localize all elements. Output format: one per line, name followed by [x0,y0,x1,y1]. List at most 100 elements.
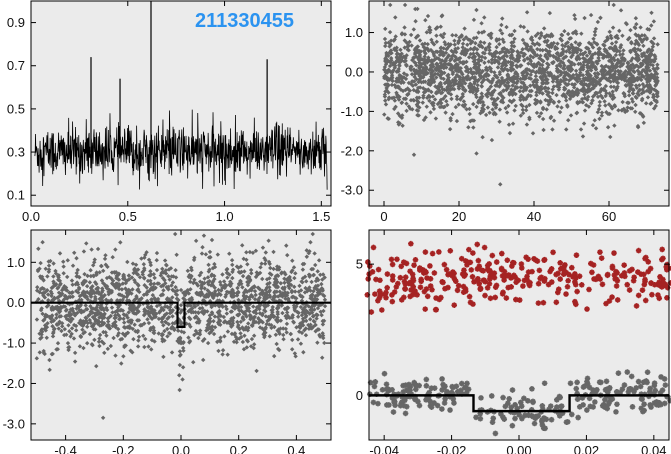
data-point [563,94,568,99]
data-point [625,71,630,77]
data-point [224,266,230,272]
data-point [515,78,520,84]
data-point [231,294,237,299]
data-point [614,33,620,38]
data-point [247,249,253,255]
data-point [613,45,618,51]
data-point [597,82,603,87]
data-point [495,75,500,80]
upper-data-point [450,269,456,275]
data-point [310,266,316,272]
data-point [285,252,290,258]
data-point [580,67,586,72]
data-point [586,40,592,46]
data-point [635,47,641,52]
data-point [165,326,170,332]
data-point [628,27,633,33]
data-point [40,311,45,317]
data-point [601,86,607,91]
data-point [267,334,272,339]
data-point [599,110,605,115]
data-point [525,29,530,34]
data-point [180,340,186,346]
data-point [252,288,258,294]
data-point [240,273,246,279]
data-point [69,331,74,337]
lower-data-point [657,390,664,396]
data-point [148,282,153,287]
data-point [624,21,629,27]
upper-data-point [461,267,467,273]
data-point [108,313,113,319]
data-point [611,2,616,8]
data-point [212,273,217,279]
data-point [387,77,392,82]
data-point [237,311,242,317]
upper-data-point [578,282,585,288]
data-point [409,72,415,77]
upper-data-point [573,275,579,281]
data-point [202,286,207,291]
data-point [289,269,294,275]
data-point [80,280,85,286]
data-point [64,274,70,280]
data-point [460,103,465,108]
data-point [610,92,615,98]
data-point [633,63,638,69]
lower-data-point [389,394,396,400]
data-point [599,113,605,118]
data-point [539,86,544,92]
data-point [393,79,399,84]
lower-data-point [624,369,631,375]
data-point [46,297,51,303]
data-point [45,321,50,326]
data-point [598,93,604,98]
data-point [592,32,598,38]
data-point [595,52,601,57]
data-point [404,40,410,45]
data-point [160,275,166,281]
upper-data-point [412,256,419,263]
data-point [257,304,262,309]
data-point [315,340,320,345]
data-point [180,365,186,370]
lower-data-point [473,414,479,421]
upper-data-point [429,286,435,293]
data-point [172,231,178,237]
data-point [129,275,135,280]
data-point [319,281,324,287]
data-point [178,302,184,308]
data-point [201,311,206,316]
data-point [265,318,270,324]
data-point [41,278,46,283]
data-point [61,259,66,264]
data-point [538,100,543,105]
data-point [472,74,478,80]
data-point [545,70,551,75]
data-point [600,71,605,77]
data-point [593,67,599,72]
y-tick-label: 5 [356,257,363,272]
lower-data-point [667,397,671,404]
data-point [499,22,504,28]
data-point [133,262,139,268]
data-point [474,88,480,94]
data-point [387,29,393,35]
data-point [575,79,580,84]
lower-data-point [439,406,445,412]
data-point [503,59,509,64]
data-point [649,39,654,44]
data-point [446,90,451,96]
data-point [433,49,439,54]
data-point [384,50,389,56]
data-point [205,327,211,332]
data-point [497,119,502,124]
data-point [143,336,148,342]
data-point [473,40,478,46]
data-point [192,255,197,260]
data-point [59,288,65,293]
data-point [574,56,579,61]
lower-data-point [431,400,437,406]
lower-data-point [590,387,596,393]
data-point [383,40,389,46]
